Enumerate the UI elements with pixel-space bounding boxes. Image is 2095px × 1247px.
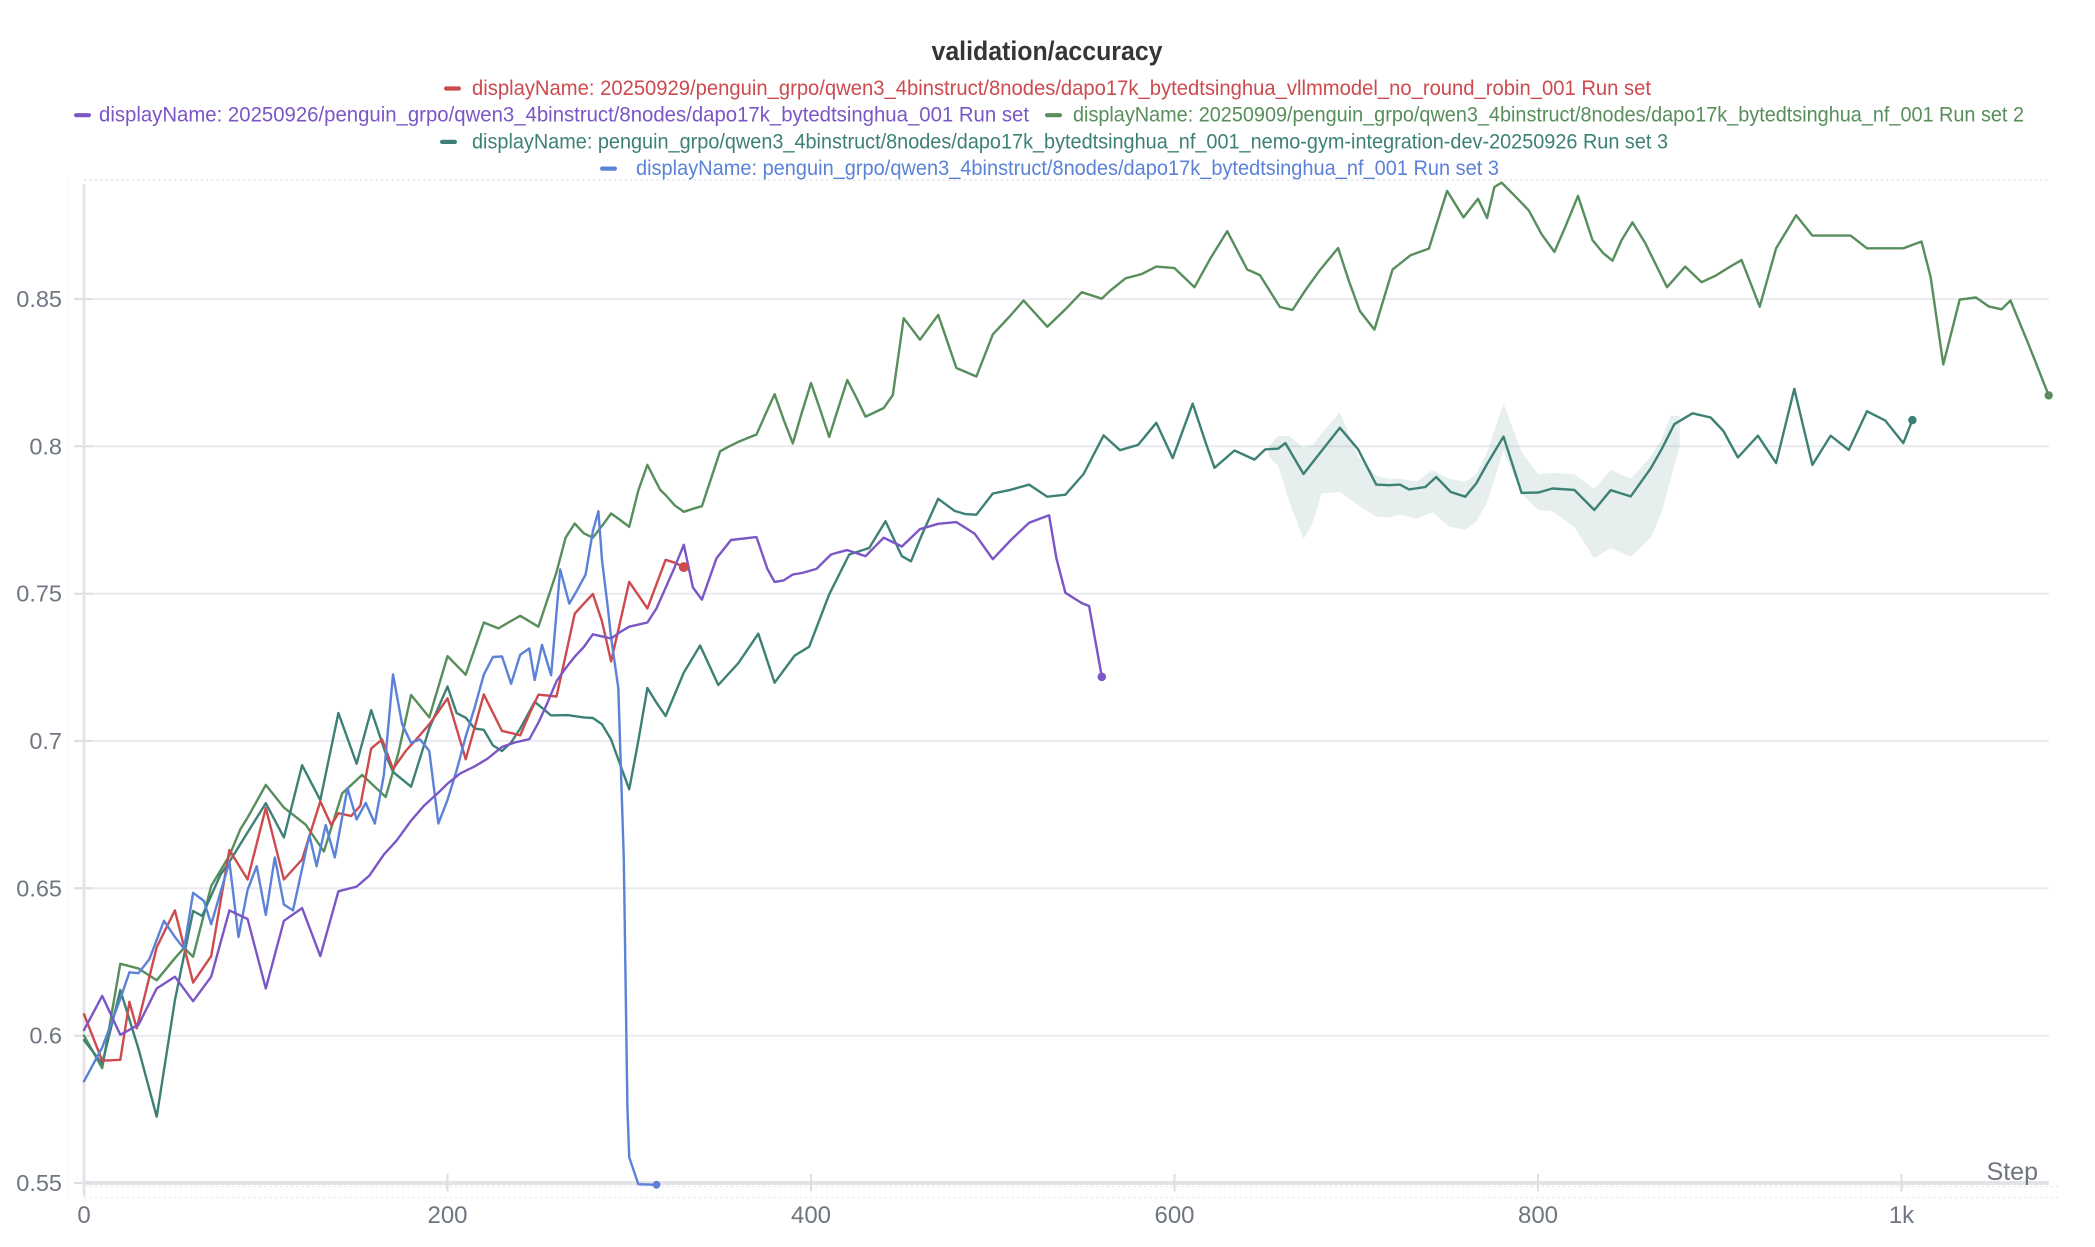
svg-text:displayName: penguin_grpo/qwen: displayName: penguin_grpo/qwen3_4binstru… [472,130,1668,153]
svg-text:600: 600 [1154,1202,1194,1229]
svg-text:0.65: 0.65 [16,875,62,901]
svg-text:800: 800 [1518,1202,1558,1229]
svg-text:validation/accuracy: validation/accuracy [932,36,1163,66]
svg-text:0.7: 0.7 [29,728,62,754]
svg-text:400: 400 [791,1202,831,1229]
svg-text:200: 200 [427,1202,467,1229]
svg-text:displayName: 20250926/penguin_: displayName: 20250926/penguin_grpo/qwen3… [99,104,1029,127]
svg-text:0.8: 0.8 [29,433,62,459]
svg-text:0.55: 0.55 [16,1170,62,1196]
svg-text:0: 0 [77,1202,90,1229]
svg-text:displayName: 20250909/penguin_: displayName: 20250909/penguin_grpo/qwen3… [1073,104,2024,127]
svg-text:0.75: 0.75 [16,581,62,607]
svg-text:0.85: 0.85 [16,286,62,312]
svg-text:0.6: 0.6 [29,1023,62,1049]
svg-text:1k: 1k [1889,1202,1915,1229]
svg-text:displayName: penguin_grpo/qwen: displayName: penguin_grpo/qwen3_4binstru… [636,157,1499,180]
svg-text:displayName: 20250929/penguin_: displayName: 20250929/penguin_grpo/qwen3… [472,77,1651,100]
svg-text:Step: Step [1987,1158,2038,1186]
